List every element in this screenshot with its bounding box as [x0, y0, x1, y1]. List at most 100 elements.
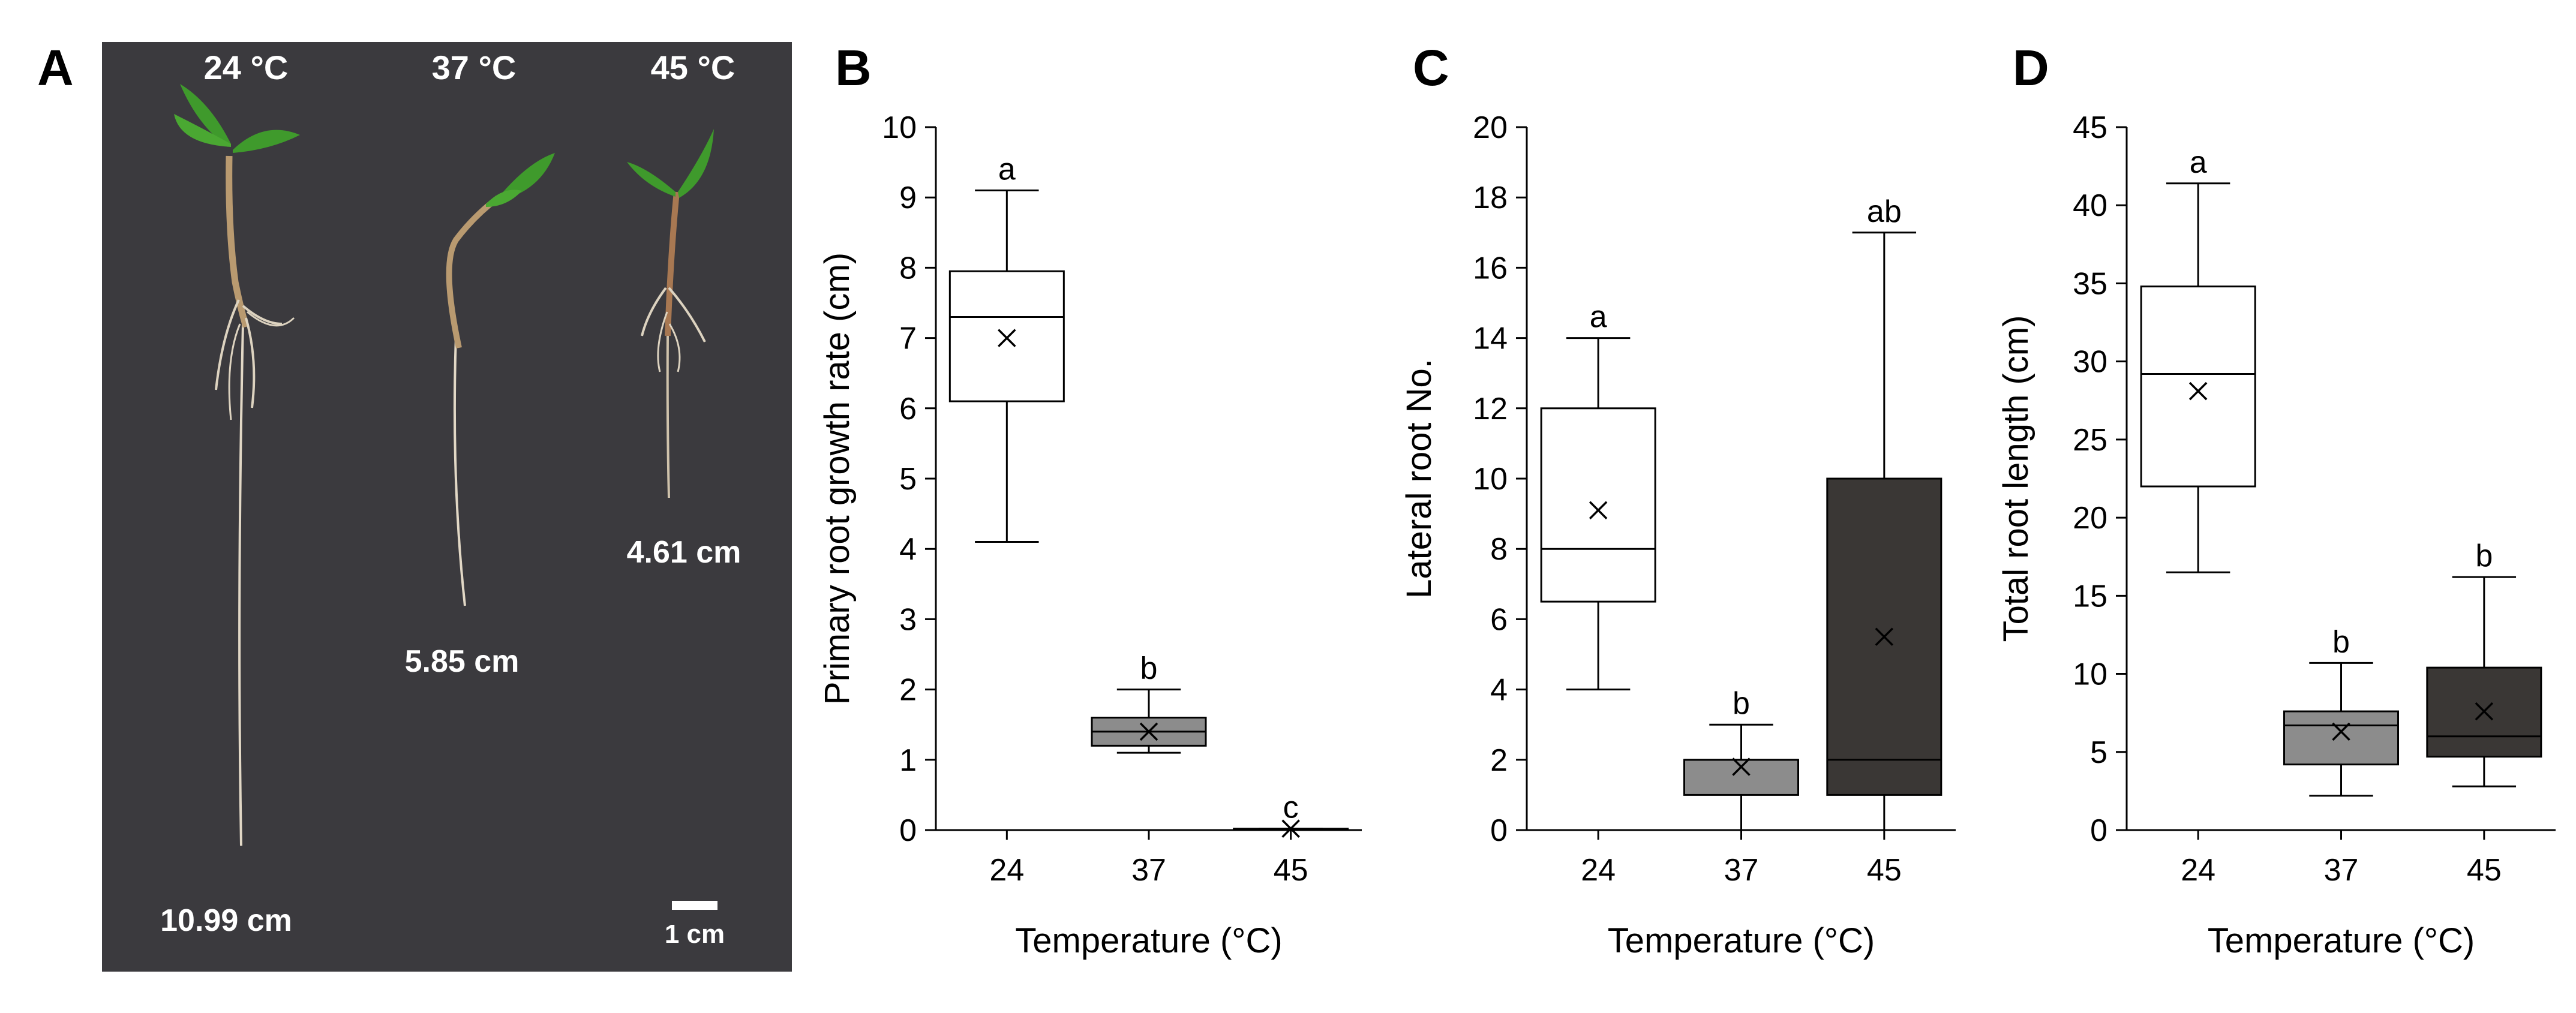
mean-marker [1732, 758, 1751, 776]
iqr-box [1683, 759, 1799, 796]
y-tick-label: 2 [1490, 743, 1508, 778]
lateral-root [245, 317, 256, 408]
y-tick-label: 14 [1473, 321, 1508, 356]
x-tick-label: 45 [1867, 853, 1902, 888]
lateral-root [247, 311, 295, 327]
primary-root-45c [666, 335, 670, 498]
y-tick-label: 4 [1490, 673, 1508, 708]
primary-root-37c [453, 335, 466, 606]
box-37: b [1683, 686, 1799, 831]
mean-marker [1875, 627, 1894, 646]
significance-label: a [2190, 145, 2207, 180]
x-axis-title-b: Temperature (°C) [1015, 921, 1282, 960]
lateral-root [668, 323, 681, 372]
box-24: a [948, 152, 1065, 543]
lateral-root [668, 287, 706, 342]
boxes-b: a b c [948, 152, 1349, 838]
x-ticks-b: 24 37 45 [989, 830, 1308, 888]
y-tick-label: 40 [2073, 188, 2107, 223]
iqr-box [2426, 666, 2542, 758]
y-tick-label: 0 [2090, 813, 2107, 848]
mean-marker [1281, 819, 1300, 838]
significance-label: ab [1867, 194, 1902, 229]
panel-letter-c: C [1413, 40, 1449, 96]
panel-letter-b: B [835, 40, 872, 96]
root-length-label-45c: 4.61 cm [627, 535, 741, 570]
mean-marker [2332, 722, 2350, 741]
x-axis-title-d: Temperature (°C) [2208, 921, 2475, 960]
y-tick-label: 7 [899, 321, 917, 356]
stem-24c [226, 155, 250, 328]
box-45: c [1233, 790, 1349, 838]
seedling-37c [446, 153, 555, 606]
lateral-root [215, 299, 240, 390]
mean-marker [1589, 501, 1608, 519]
panel-letter-d: D [2013, 40, 2049, 96]
box-24: a [2140, 145, 2256, 573]
y-tick-label: 2 [899, 673, 917, 708]
temperature-label-37c: 37 °C [432, 49, 517, 86]
y-tick-label: 35 [2073, 266, 2107, 301]
lateral-root [657, 311, 668, 372]
box-45: ab [1826, 194, 1942, 831]
photo-panel: A [37, 40, 792, 972]
primary-root-24c [238, 323, 244, 846]
box-45: b [2426, 539, 2542, 787]
stem-45c [665, 191, 680, 336]
y-axis-title-b: Primary root growth rate (cm) [818, 253, 857, 705]
y-ticks-d: 0 5 10 15 20 25 30 35 40 45 [2073, 110, 2127, 848]
y-tick-label: 0 [899, 813, 917, 848]
x-tick-label: 24 [1581, 853, 1616, 888]
seedling-45c [627, 129, 714, 498]
x-tick-label: 37 [1724, 853, 1759, 888]
x-tick-label: 45 [1274, 853, 1308, 888]
iqr-box [948, 270, 1065, 402]
mean-marker [998, 329, 1016, 347]
leaf [678, 129, 714, 198]
x-tick-label: 24 [2181, 853, 2215, 888]
iqr-box [1540, 407, 1656, 603]
scale-bar-label: 1 cm [665, 919, 725, 949]
leaf [486, 190, 522, 207]
significance-label: a [1590, 300, 1607, 335]
y-tick-label: 30 [2073, 345, 2107, 380]
y-tick-label: 45 [2073, 110, 2107, 145]
y-axis-title-c: Lateral root No. [1400, 359, 1439, 599]
temperature-label-45c: 45 °C [651, 49, 735, 86]
x-tick-label: 37 [1131, 853, 1166, 888]
iqr-box [2283, 710, 2399, 766]
y-tick-label: 16 [1473, 251, 1508, 285]
y-tick-label: 10 [1473, 462, 1508, 497]
y-tick-label: 25 [2073, 423, 2107, 458]
x-ticks-c: 24 37 45 [1581, 830, 1902, 888]
mean-marker [2188, 381, 2208, 401]
significance-label: b [2332, 624, 2350, 659]
y-tick-label: 4 [899, 532, 917, 567]
y-tick-label: 9 [899, 181, 917, 215]
stem-37c [446, 196, 500, 349]
y-axis-title-d: Total root length (cm) [1996, 315, 2035, 642]
lateral-root [641, 287, 667, 336]
y-tick-label: 20 [2073, 501, 2107, 536]
leaf [233, 130, 300, 153]
chart-d-total-root-length: D 0 5 10 15 20 25 30 35 40 45 24 37 45 a b b Temperat… [1996, 40, 2556, 960]
y-tick-label: 5 [2090, 735, 2107, 770]
root-length-label-37c: 5.85 cm [405, 644, 520, 679]
y-tick-label: 6 [1490, 602, 1508, 637]
scale-bar [672, 901, 717, 910]
x-tick-label: 45 [2467, 853, 2502, 888]
x-ticks-d: 24 37 45 [2181, 830, 2502, 888]
box-24: a [1540, 300, 1656, 691]
box-37: b [1091, 651, 1207, 754]
mean-marker [2475, 702, 2494, 721]
y-ticks-b: 0 1 2 3 4 5 6 7 8 9 10 [882, 110, 936, 848]
panel-letter-a: A [37, 40, 74, 96]
y-tick-label: 12 [1473, 392, 1508, 426]
x-tick-label: 37 [2324, 853, 2359, 888]
y-tick-label: 3 [899, 602, 917, 637]
x-axis-title-c: Temperature (°C) [1608, 921, 1875, 960]
leaf [627, 162, 675, 197]
